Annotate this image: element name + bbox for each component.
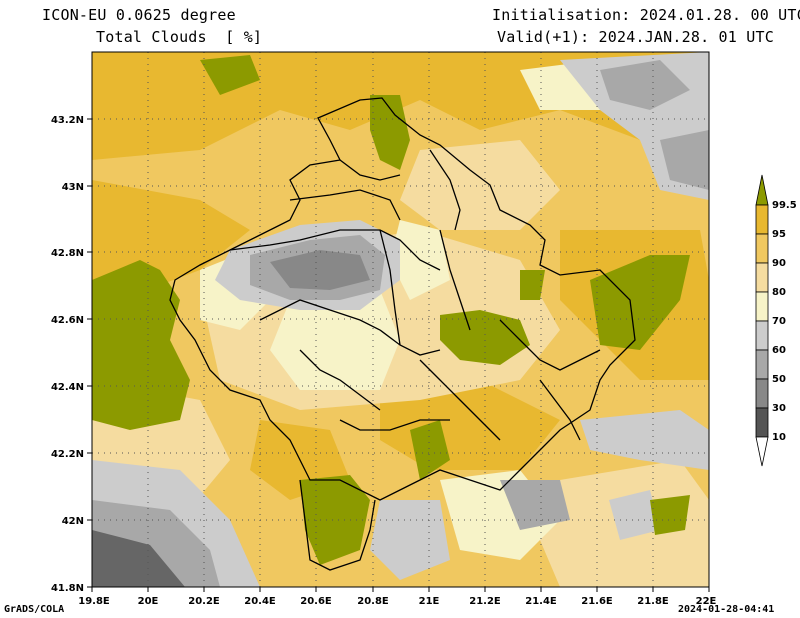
variable-title: Total Clouds [ %] bbox=[96, 28, 263, 46]
x-tick-label: 21.8E bbox=[637, 596, 669, 607]
legend-swatch bbox=[755, 262, 769, 293]
valid-time: Valid(+1): 2024.JAN.28. 01 UTC bbox=[497, 28, 774, 46]
legend-swatch bbox=[755, 291, 769, 322]
x-tick-label: 21.4E bbox=[525, 596, 557, 607]
y-tick-label: 42.6N bbox=[51, 315, 84, 326]
legend-swatch bbox=[755, 378, 769, 409]
cloud-field bbox=[92, 52, 709, 587]
x-tick-label: 21E bbox=[419, 596, 440, 607]
x-tick-label: 20.4E bbox=[244, 596, 276, 607]
y-tick-label: 42N bbox=[62, 516, 84, 527]
graticule bbox=[92, 52, 709, 587]
creation-timestamp: 2024-01-28-04:41 bbox=[678, 604, 775, 615]
x-tick-label: 21.6E bbox=[581, 596, 613, 607]
legend-swatch bbox=[755, 233, 769, 264]
legend-labels: 99.5 95 90 80 70 60 50 30 10 bbox=[772, 200, 797, 443]
y-tick-label: 42.4N bbox=[51, 382, 84, 393]
model-title: ICON-EU 0.0625 degree bbox=[42, 6, 236, 24]
legend-swatch bbox=[755, 407, 769, 438]
color-legend bbox=[755, 174, 769, 467]
x-tick-label: 20.2E bbox=[188, 596, 220, 607]
legend-label: 60 bbox=[772, 345, 786, 356]
legend-swatch bbox=[755, 349, 769, 380]
y-tick-label: 42.2N bbox=[51, 449, 84, 460]
legend-label: 70 bbox=[772, 316, 786, 327]
legend-bottom-triangle bbox=[755, 436, 769, 467]
legend-label: 30 bbox=[772, 403, 786, 414]
x-tick-label: 21.2E bbox=[469, 596, 501, 607]
software-credit: GrADS/COLA bbox=[4, 604, 65, 615]
init-time: Initialisation: 2024.01.28. 00 UTC bbox=[492, 6, 800, 24]
country-borders bbox=[169, 97, 636, 571]
y-tick-label: 41.8N bbox=[51, 583, 84, 594]
legend-label: 95 bbox=[772, 229, 786, 240]
legend-label: 80 bbox=[772, 287, 786, 298]
y-tick-label: 43.2N bbox=[51, 115, 84, 126]
tick-marks bbox=[87, 118, 710, 592]
legend-top-triangle bbox=[755, 174, 769, 206]
legend-swatch bbox=[755, 204, 769, 235]
y-tick-label: 42.8N bbox=[51, 248, 84, 259]
y-tick-label: 43N bbox=[62, 182, 84, 193]
legend-label: 10 bbox=[772, 432, 786, 443]
x-tick-label: 20E bbox=[138, 596, 159, 607]
legend-label: 90 bbox=[772, 258, 786, 269]
x-tick-labels: 19.8E 20E 20.2E 20.4E 20.6E 20.8E 21E 21… bbox=[78, 596, 716, 607]
x-tick-label: 20.6E bbox=[300, 596, 332, 607]
legend-label: 99.5 bbox=[772, 200, 797, 211]
x-tick-label: 22E bbox=[696, 596, 717, 607]
legend-label: 50 bbox=[772, 374, 786, 385]
x-tick-label: 20.8E bbox=[357, 596, 389, 607]
y-tick-labels: 43.2N 43N 42.8N 42.6N 42.4N 42.2N 42N 41… bbox=[51, 115, 84, 594]
x-tick-label: 19.8E bbox=[78, 596, 110, 607]
legend-swatch bbox=[755, 320, 769, 351]
